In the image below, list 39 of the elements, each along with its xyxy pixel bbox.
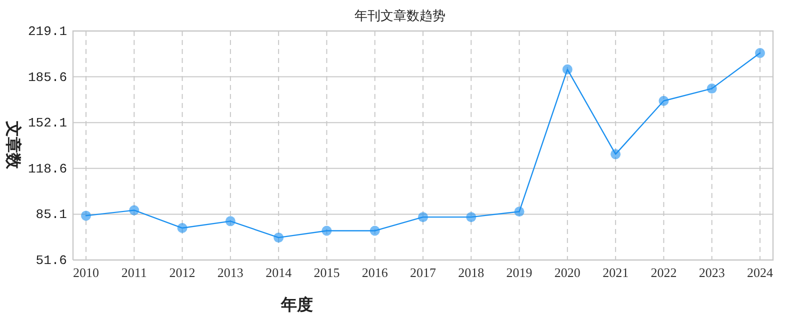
point — [610, 149, 621, 160]
y-tick-label: 85.1 — [36, 207, 68, 222]
x-tick-label: 2022 — [650, 265, 677, 280]
x-tick-label: 2021 — [602, 265, 629, 280]
point — [418, 212, 428, 222]
x-tick-label: 2015 — [314, 265, 340, 280]
point — [322, 226, 332, 236]
point — [177, 223, 188, 234]
x-tick-label: 2017 — [410, 265, 436, 280]
x-tick-label: 2023 — [698, 265, 725, 280]
x-tick-label: 2024 — [747, 265, 774, 280]
x-tick-label: 2019 — [506, 265, 532, 280]
point — [225, 216, 236, 226]
y-tick-label: 219.1 — [28, 24, 68, 39]
x-tick-label: 2012 — [169, 265, 196, 280]
x-tick-label: 2016 — [362, 265, 388, 280]
y-tick-label: 185.6 — [28, 70, 67, 85]
point — [274, 232, 284, 243]
x-axis-title: 年度 — [280, 295, 313, 314]
point — [755, 48, 765, 58]
x-tick-label: 2020 — [554, 265, 580, 280]
y-tick-label: 51.6 — [36, 253, 67, 268]
point — [370, 226, 380, 236]
point — [562, 64, 572, 74]
x-tick-label: 2014 — [266, 265, 292, 280]
y-tick-label: 152.1 — [28, 116, 68, 131]
point — [129, 205, 140, 216]
point — [514, 206, 524, 217]
chart-title: 年刊文章数趋势 — [354, 8, 446, 23]
point — [658, 96, 669, 106]
point — [706, 84, 717, 94]
x-tick-label: 2018 — [458, 265, 484, 280]
point — [81, 210, 91, 221]
x-tick-label: 2011 — [121, 265, 147, 280]
x-tick-label: 2013 — [217, 265, 244, 280]
y-axis-title: 文章数 — [4, 120, 22, 170]
x-tick-label: 2010 — [73, 265, 99, 280]
point — [466, 212, 476, 222]
y-tick-label: 118.6 — [28, 161, 67, 176]
